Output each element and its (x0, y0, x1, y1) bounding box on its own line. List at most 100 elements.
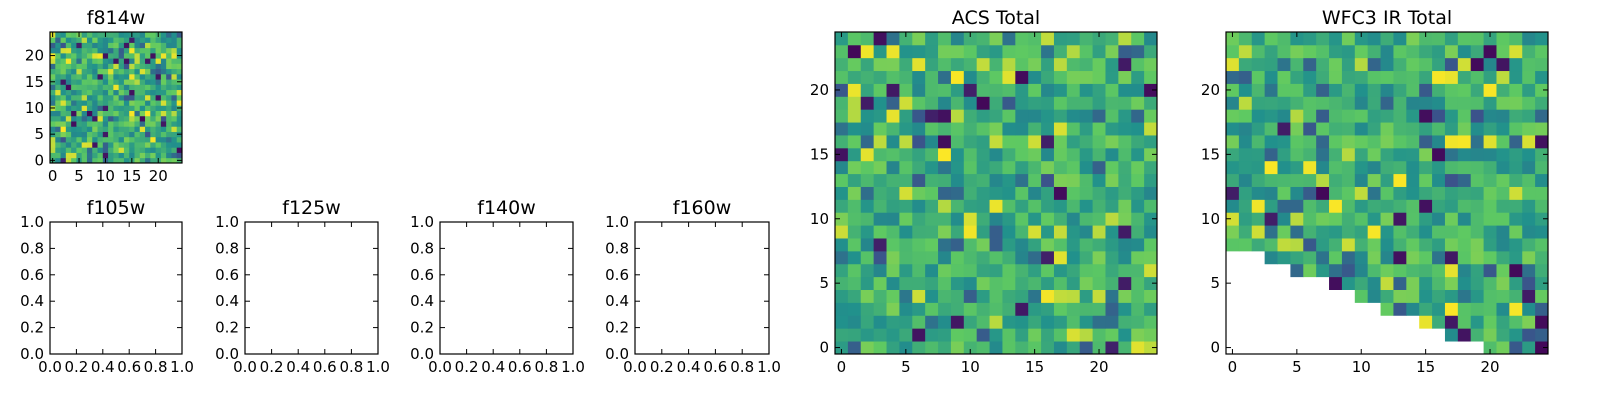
heatmap-cell (1053, 44, 1068, 59)
heatmap-cell (1238, 199, 1253, 213)
heatmap-cell (1144, 122, 1158, 136)
heatmap-cell (65, 157, 72, 164)
heatmap-cell (912, 173, 926, 187)
heatmap-cell (160, 142, 167, 148)
heatmap-cell (166, 89, 172, 96)
heatmap-cell (108, 105, 114, 111)
heatmap-cell (118, 32, 125, 38)
heatmap-cell (1316, 83, 1330, 97)
heatmap-cell (150, 105, 156, 111)
y-tick-label: 0.2 (605, 319, 629, 337)
heatmap-cell (1444, 44, 1459, 59)
heatmap-cell (1041, 109, 1055, 123)
heatmap-cell (176, 94, 183, 101)
heatmap-cell (899, 96, 913, 110)
heatmap-cell (1079, 135, 1093, 149)
heatmap-cell (1470, 276, 1484, 290)
heatmap-cell (1277, 70, 1291, 84)
heatmap-cell (1118, 96, 1132, 110)
heatmap-cell (1028, 109, 1042, 123)
heatmap-cell (1419, 302, 1433, 316)
heatmap-cell (155, 89, 162, 96)
heatmap-cell (1290, 122, 1304, 136)
heatmap-cell (1144, 57, 1158, 72)
heatmap-cell (1444, 276, 1459, 290)
heatmap-cell (118, 126, 125, 132)
heatmap-cell (1444, 238, 1459, 252)
heatmap-cell (60, 52, 67, 59)
heatmap-cell (55, 152, 61, 159)
heatmap-cell (1393, 173, 1407, 187)
heatmap-cell (1367, 32, 1381, 46)
y-tick-label: 20 (25, 47, 44, 65)
y-tick-label: 0.4 (410, 292, 434, 310)
heatmap-cell (113, 94, 120, 101)
heatmap-cell (938, 122, 952, 136)
heatmap-cell (1316, 96, 1330, 110)
heatmap-cell (1432, 96, 1446, 110)
heatmap-cell (1303, 32, 1317, 46)
heatmap-cell (1354, 276, 1369, 290)
heatmap-cell (1457, 122, 1472, 136)
heatmap-cell (873, 96, 887, 110)
heatmap-cell (938, 276, 952, 290)
heatmap-cell (989, 199, 1003, 213)
heatmap-cell (860, 302, 875, 316)
heatmap-cell (1419, 289, 1433, 303)
heatmap-cell (1002, 302, 1016, 316)
heatmap-cell (1419, 173, 1433, 187)
heatmap-cell (963, 238, 978, 252)
panel-title: f814w (87, 7, 146, 29)
heatmap-cell (118, 58, 125, 64)
heatmap-cell (1277, 135, 1291, 149)
heatmap-cell (1483, 160, 1497, 175)
heatmap-cell (963, 70, 978, 84)
heatmap-cell (925, 160, 939, 175)
heatmap-cell (176, 100, 183, 106)
heatmap-cell (1444, 122, 1459, 136)
heatmap-cell (113, 147, 120, 153)
heatmap-cell (1522, 32, 1536, 46)
heatmap-cell (123, 68, 130, 75)
heatmap-cell (118, 131, 125, 138)
heatmap-cell (1105, 57, 1119, 72)
heatmap-cell (1028, 147, 1042, 162)
heatmap-cell (1131, 276, 1145, 290)
heatmap-cell (1144, 250, 1158, 265)
heatmap-cell (1522, 315, 1536, 329)
heatmap-cell (86, 110, 93, 117)
heatmap-cell (171, 157, 178, 164)
heatmap-cell (835, 135, 849, 149)
heatmap-cell (899, 302, 913, 316)
heatmap-cell (925, 199, 939, 213)
heatmap-cell (1444, 199, 1459, 213)
heatmap-cell (835, 328, 849, 342)
heatmap-cell (886, 199, 900, 213)
heatmap-cell (1092, 122, 1106, 136)
heatmap-cell (118, 47, 125, 54)
heatmap-cell (113, 32, 120, 38)
heatmap-cell (139, 63, 146, 70)
heatmap-cell (1483, 147, 1497, 162)
heatmap-cell (1131, 263, 1145, 278)
heatmap-cell (71, 110, 77, 117)
heatmap-cell (155, 52, 162, 59)
heatmap-cell (1470, 263, 1484, 278)
heatmap-cell (134, 110, 141, 117)
heatmap-cell (65, 73, 72, 80)
heatmap-cell (1092, 225, 1106, 239)
x-tick-label: 0.2 (455, 358, 479, 376)
heatmap-cell (1393, 147, 1407, 162)
heatmap-cell (1015, 83, 1029, 97)
heatmap-cell (1144, 263, 1158, 278)
heatmap-cell (97, 94, 104, 101)
heatmap-cell (1341, 225, 1356, 239)
heatmap-cell (835, 263, 849, 278)
heatmap-cell (108, 89, 114, 96)
heatmap-cell (92, 157, 98, 164)
heatmap-cell (1444, 225, 1459, 239)
heatmap-cell (1053, 341, 1068, 355)
heatmap-cell (1432, 57, 1446, 72)
heatmap-cell (1290, 109, 1304, 123)
heatmap-cell (1002, 328, 1016, 342)
